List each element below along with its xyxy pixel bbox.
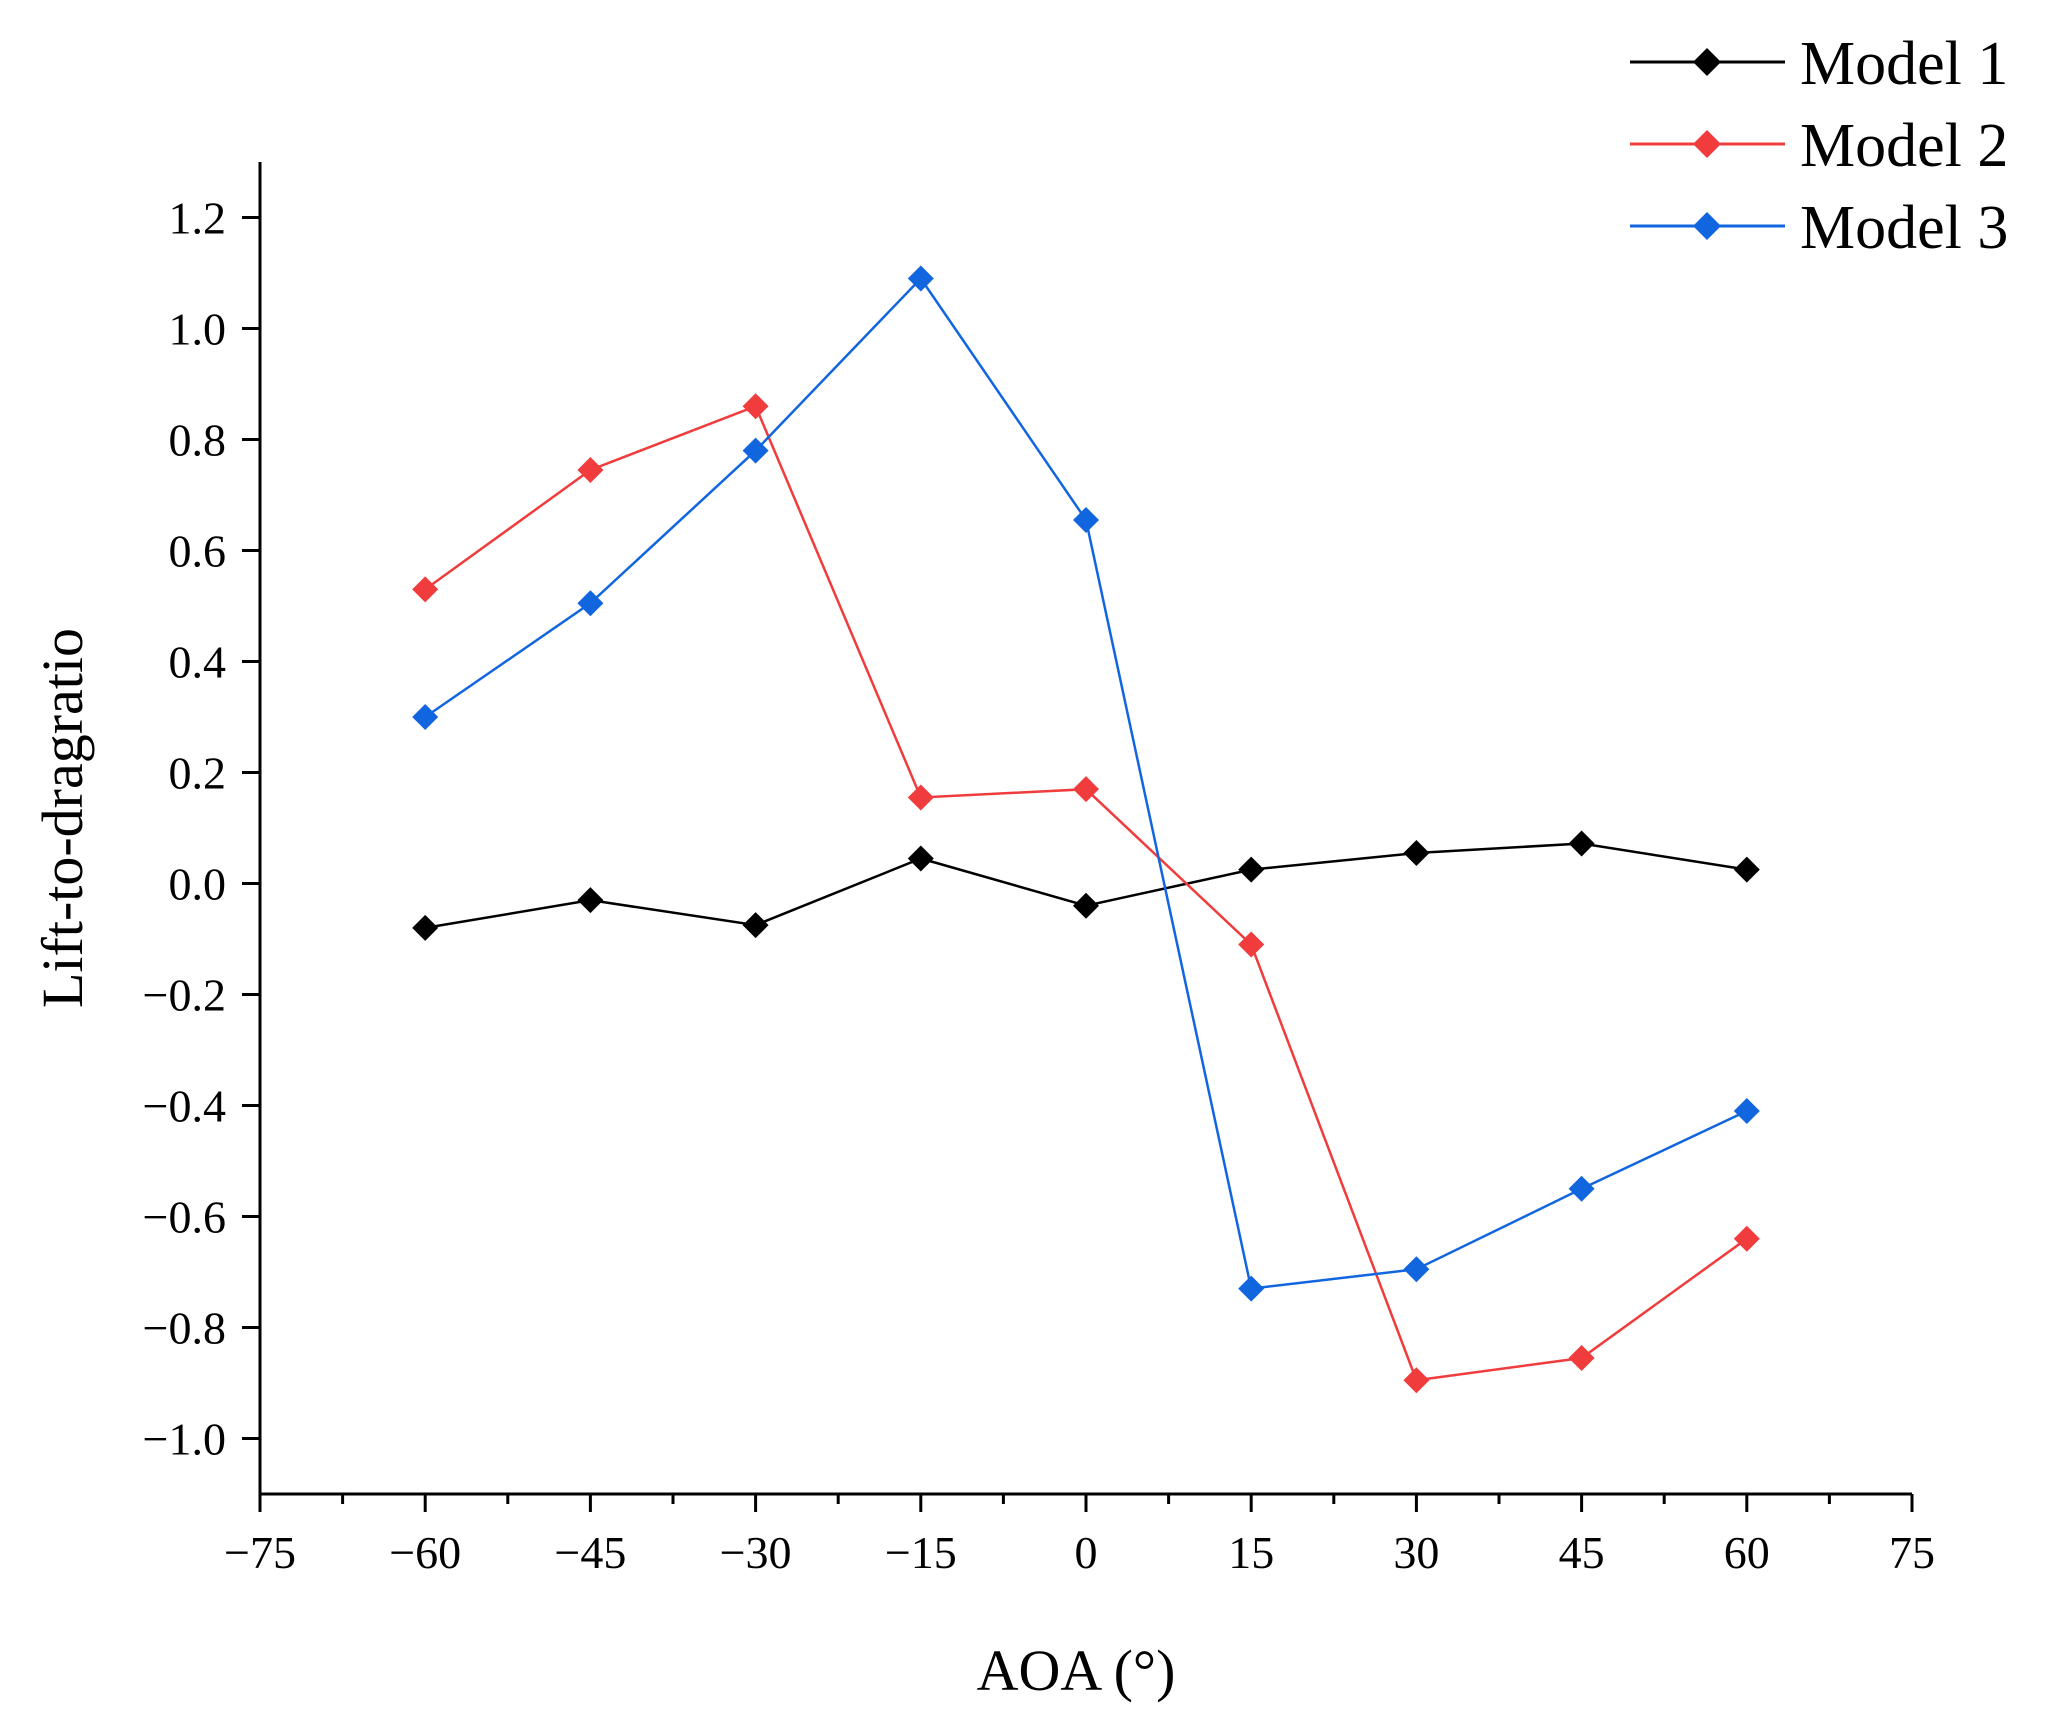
axes: −75 −60 −45 −30 −15 0 15 30 45 60 75 1.2 1.0 0.8 0.6 0.… bbox=[143, 162, 1935, 1578]
y-tick-label: 0.2 bbox=[169, 748, 227, 799]
series-layer bbox=[412, 265, 1760, 1394]
data-point-marker bbox=[1403, 1256, 1430, 1283]
y-tick-label: 0.4 bbox=[169, 637, 227, 688]
y-tick-label: 1.0 bbox=[169, 304, 227, 355]
x-tick-label: −45 bbox=[554, 1527, 626, 1578]
data-point-marker bbox=[907, 845, 934, 872]
data-point-marker bbox=[1073, 776, 1099, 803]
data-point-marker bbox=[412, 704, 439, 730]
data-point-marker bbox=[1073, 892, 1099, 919]
series-2 bbox=[412, 393, 1760, 1394]
data-point-marker bbox=[577, 887, 604, 914]
y-axis-title: Lift-to-dragratio bbox=[30, 628, 95, 1008]
y-tick-label: −0.8 bbox=[143, 1303, 226, 1354]
y-tick-label: −0.6 bbox=[143, 1192, 226, 1243]
data-point-marker bbox=[742, 912, 769, 939]
legend-marker bbox=[1693, 130, 1721, 158]
x-tick-label: 30 bbox=[1393, 1527, 1439, 1578]
data-point-marker bbox=[1403, 839, 1430, 866]
legend-marker bbox=[1693, 48, 1721, 76]
data-point-marker bbox=[1238, 931, 1265, 958]
data-point-marker bbox=[907, 265, 934, 292]
legend-item: Model 2 bbox=[1630, 112, 2008, 180]
data-point-marker bbox=[1568, 1345, 1595, 1372]
y-tick-label: −0.2 bbox=[143, 970, 226, 1021]
legend-label: Model 3 bbox=[1800, 194, 2008, 262]
data-point-marker bbox=[1403, 1367, 1430, 1394]
legend-label: Model 2 bbox=[1800, 112, 2008, 180]
data-point-marker bbox=[412, 914, 439, 941]
legend-label: Model 1 bbox=[1800, 30, 2008, 98]
data-point-marker bbox=[907, 784, 934, 811]
x-tick-label: −60 bbox=[389, 1527, 461, 1578]
data-point-marker bbox=[1733, 1225, 1760, 1252]
x-tick-label: −30 bbox=[720, 1527, 792, 1578]
data-point-marker bbox=[577, 457, 604, 484]
data-point-marker bbox=[742, 393, 769, 420]
y-tick-label: 0.6 bbox=[169, 526, 227, 577]
legend-item: Model 1 bbox=[1630, 30, 2008, 98]
x-tick-label: 15 bbox=[1228, 1527, 1274, 1578]
x-tick-label: 75 bbox=[1889, 1527, 1935, 1578]
data-point-marker bbox=[742, 437, 769, 464]
y-tick-label: −1.0 bbox=[143, 1414, 226, 1465]
y-tick-label: 1.2 bbox=[169, 193, 227, 244]
x-tick-label: 45 bbox=[1559, 1527, 1605, 1578]
data-point-marker bbox=[1238, 856, 1265, 883]
x-tick-label: 60 bbox=[1724, 1527, 1770, 1578]
data-point-marker bbox=[1733, 856, 1760, 883]
x-tick-label: 0 bbox=[1075, 1527, 1098, 1578]
data-point-marker bbox=[577, 590, 604, 617]
y-tick-label: 0.8 bbox=[169, 415, 227, 466]
legend-item: Model 3 bbox=[1630, 194, 2008, 262]
series-3 bbox=[412, 265, 1760, 1302]
data-point-marker bbox=[1568, 1175, 1595, 1202]
data-point-marker bbox=[412, 576, 439, 603]
y-tick-label: 0.0 bbox=[169, 859, 227, 910]
data-point-marker bbox=[1238, 1275, 1265, 1302]
y-tick-label: −0.4 bbox=[143, 1081, 226, 1132]
data-point-marker bbox=[1568, 830, 1595, 857]
data-point-marker bbox=[1733, 1098, 1760, 1125]
legend: Model 1 Model 2 Model 3 bbox=[1630, 30, 2008, 262]
x-tick-label: −75 bbox=[224, 1527, 296, 1578]
legend-marker bbox=[1693, 212, 1721, 240]
x-tick-label: −15 bbox=[885, 1527, 957, 1578]
series-1 bbox=[412, 830, 1760, 941]
data-point-marker bbox=[1073, 506, 1099, 533]
x-axis-title: AOA (°) bbox=[977, 1638, 1176, 1703]
